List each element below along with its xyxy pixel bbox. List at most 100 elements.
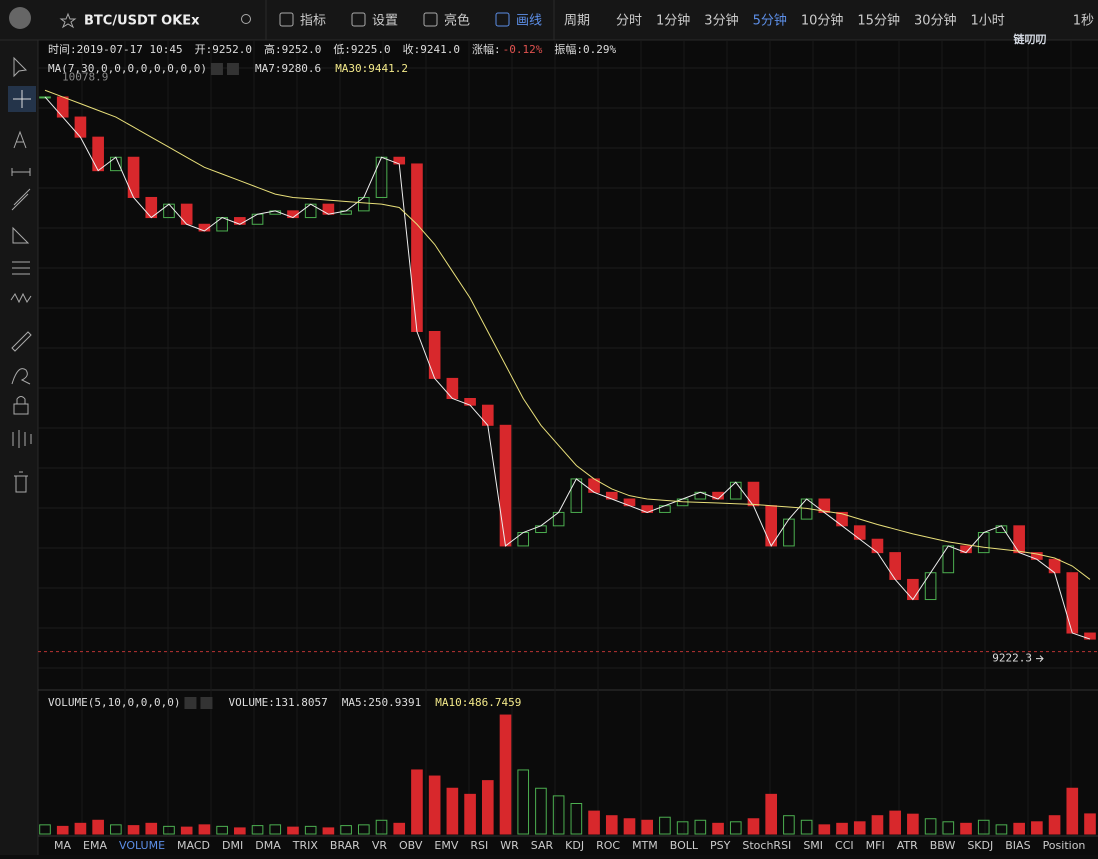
indicator-tab[interactable]: VOLUME — [119, 839, 165, 852]
volume-bar — [393, 822, 406, 835]
indicator-tab[interactable]: BOLL — [670, 839, 699, 852]
tool-button[interactable]: 设置 — [372, 14, 398, 29]
legend-volume: VOLUME:131.8057 — [228, 696, 327, 709]
volume-bar — [163, 825, 175, 835]
indicator-tab[interactable]: KDJ — [565, 839, 584, 852]
volume-bar — [446, 787, 459, 835]
last-price-label: 9222.3 — [992, 652, 1032, 665]
volume-bar — [39, 824, 51, 835]
info-field: 开:9252.0 — [195, 43, 252, 56]
indicator-tab[interactable]: TRIX — [292, 839, 319, 852]
indicator-tab[interactable]: EMV — [434, 839, 458, 852]
indicator-tab[interactable]: MACD — [177, 839, 210, 852]
volume-bar — [1031, 821, 1043, 835]
volume-bar — [694, 819, 707, 835]
candle — [358, 196, 370, 212]
search-icon — [241, 14, 251, 24]
legend-close — [226, 63, 239, 75]
legend-ma10: MA10:486.7459 — [435, 696, 521, 709]
candle — [907, 578, 919, 601]
legend-name: MA(7,30,0,0,0,0,0,0,0,0) — [48, 62, 207, 75]
indicator-tab[interactable]: SMI — [803, 839, 823, 852]
indicator-tab[interactable]: EMA — [83, 839, 107, 852]
volume-bar — [623, 818, 636, 835]
period-button[interactable]: 分时 — [616, 14, 642, 29]
info-field: 收:9241.0 — [403, 42, 460, 56]
tool-button[interactable]: 指标 — [300, 14, 326, 29]
period-button[interactable]: 3分钟 — [704, 13, 738, 29]
indicator-tab[interactable]: WR — [500, 839, 519, 852]
tool-button[interactable]: 画线 — [516, 14, 542, 29]
indicator-tab[interactable]: ROC — [596, 839, 620, 852]
volume-bar — [517, 769, 530, 835]
volume-bar — [375, 819, 388, 835]
indicator-tab[interactable]: PSY — [710, 839, 731, 852]
legend-ma30: MA30:9441.2 — [335, 62, 408, 75]
volume-bar — [818, 824, 831, 835]
period-label: 周期 — [564, 14, 590, 29]
indicator-tab[interactable]: MA — [54, 839, 71, 852]
volume-bar — [712, 822, 724, 835]
info-field: 振幅:0.29% — [554, 42, 616, 56]
candle — [977, 532, 990, 554]
volume-bar — [588, 810, 600, 835]
indicator-tab[interactable]: SKDJ — [967, 839, 993, 852]
volume-bar — [251, 825, 264, 835]
period-button[interactable]: 10分钟 — [801, 13, 844, 29]
high-label: 10078.9 — [62, 71, 108, 84]
volume-bar — [481, 780, 494, 835]
volume-bar — [871, 815, 884, 835]
indicator-tab[interactable]: CCI — [835, 839, 854, 852]
candle — [499, 424, 512, 547]
tool-icon — [351, 12, 366, 27]
indicator-tab[interactable]: BIAS — [1005, 839, 1030, 852]
candle — [942, 545, 955, 574]
indicator-tab[interactable]: VR — [372, 839, 388, 852]
indicator-tab[interactable]: SAR — [531, 839, 554, 852]
period-button[interactable]: 30分钟 — [914, 13, 957, 29]
top-bar — [0, 0, 1098, 40]
indicator-tab[interactable]: DMA — [255, 839, 281, 852]
volume-bar — [783, 815, 795, 835]
legend-setting — [184, 697, 197, 709]
indicator-tab[interactable]: RSI — [470, 839, 488, 852]
volume-bar — [198, 824, 211, 835]
volume-bar — [1084, 813, 1096, 835]
watermark: 链叨叨 — [1014, 32, 1047, 46]
info-field: 高:9252.0 — [264, 42, 321, 56]
period-button[interactable]: 5分钟 — [753, 13, 787, 29]
indicator-tab[interactable]: MTM — [632, 839, 658, 852]
candle — [570, 478, 583, 513]
volume-bar — [358, 824, 370, 835]
candle — [783, 518, 795, 547]
volume-bar — [180, 826, 193, 835]
volume-bar — [74, 822, 87, 835]
indicator-tab[interactable]: ATR — [897, 839, 918, 852]
logo — [9, 7, 31, 29]
candle — [853, 525, 866, 540]
volume-bar — [535, 787, 547, 835]
volume-bar — [659, 816, 671, 835]
period-button[interactable]: 1小时 — [971, 14, 1005, 29]
period-button[interactable]: 15分钟 — [857, 13, 900, 29]
indicator-tab[interactable]: Position — [1043, 839, 1086, 852]
tool-icons[interactable] — [8, 56, 36, 493]
candle — [163, 203, 175, 219]
indicator-tab[interactable]: DMI — [222, 839, 243, 852]
indicator-tab[interactable]: BRAR — [330, 839, 360, 852]
period-button[interactable]: 1分钟 — [656, 13, 690, 29]
volume-bar — [340, 825, 352, 835]
period-corner: 1秒 — [1073, 14, 1094, 29]
volume-bar — [92, 819, 104, 835]
indicator-tab[interactable]: MFI — [866, 839, 885, 852]
volume-bar — [499, 714, 512, 835]
legend-name: VOLUME(5,10,0,0,0,0) — [48, 696, 180, 709]
volume-bar — [127, 825, 140, 835]
volume-bar — [605, 815, 618, 835]
indicator-tab[interactable]: BBW — [930, 839, 956, 852]
indicator-tab[interactable]: OBV — [399, 839, 423, 852]
volume-bar — [1013, 822, 1025, 835]
tool-button[interactable]: 亮色 — [444, 13, 470, 29]
indicator-tab[interactable]: StochRSI — [742, 839, 791, 852]
